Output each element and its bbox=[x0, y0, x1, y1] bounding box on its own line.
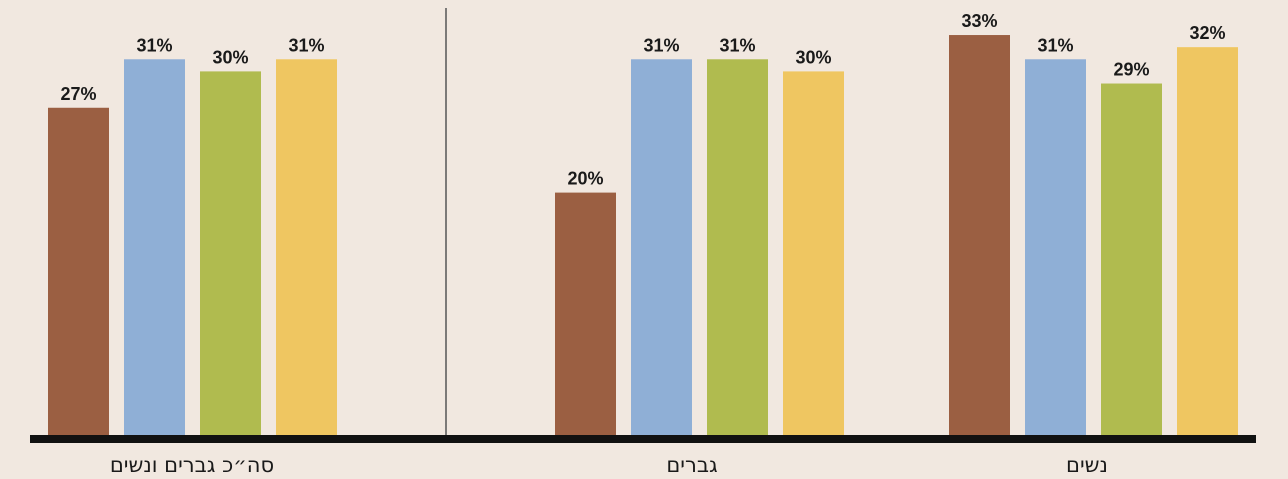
bar-g2-s4 bbox=[783, 71, 844, 436]
bar-g3-s4 bbox=[1177, 47, 1238, 435]
value-label-g1-s2: 31% bbox=[136, 35, 172, 55]
group-label-1: סה״כ גברים ונשים bbox=[110, 453, 274, 477]
value-label-g2-s1: 20% bbox=[567, 169, 603, 189]
value-label-g2-s3: 31% bbox=[719, 35, 755, 55]
bar-g3-s2 bbox=[1025, 59, 1086, 435]
bar-g2-s3 bbox=[707, 59, 768, 435]
value-label-g2-s4: 30% bbox=[795, 47, 831, 67]
value-label-g1-s3: 30% bbox=[212, 47, 248, 67]
x-axis-baseline bbox=[30, 435, 1256, 443]
bar-g3-s3 bbox=[1101, 83, 1162, 436]
bar-g1-s4 bbox=[276, 59, 337, 435]
bars-layer bbox=[48, 35, 1238, 436]
value-label-g3-s4: 32% bbox=[1189, 23, 1225, 43]
bar-g1-s1 bbox=[48, 107, 109, 435]
value-label-g3-s3: 29% bbox=[1113, 60, 1149, 80]
group-label-3: נשים bbox=[1066, 453, 1108, 477]
bar-g3-s1 bbox=[949, 35, 1010, 435]
bar-g1-s3 bbox=[200, 71, 261, 436]
value-label-g2-s2: 31% bbox=[643, 35, 679, 55]
group-label-2: גברים bbox=[666, 453, 718, 477]
bar-g1-s2 bbox=[124, 59, 185, 435]
value-label-g1-s1: 27% bbox=[60, 84, 96, 104]
value-labels-layer: 27% 31% 30% 31% 20% 31% 31% 30% 33% 31% 29% 32% bbox=[60, 11, 1225, 189]
bar-g2-s1 bbox=[555, 192, 616, 435]
bar-g2-s2 bbox=[631, 59, 692, 435]
value-label-g3-s1: 33% bbox=[961, 11, 997, 31]
value-label-g3-s2: 31% bbox=[1037, 35, 1073, 55]
group-labels-layer: סה״כ גברים ונשים גברים נשים bbox=[110, 453, 1108, 477]
value-label-g1-s4: 31% bbox=[288, 35, 324, 55]
